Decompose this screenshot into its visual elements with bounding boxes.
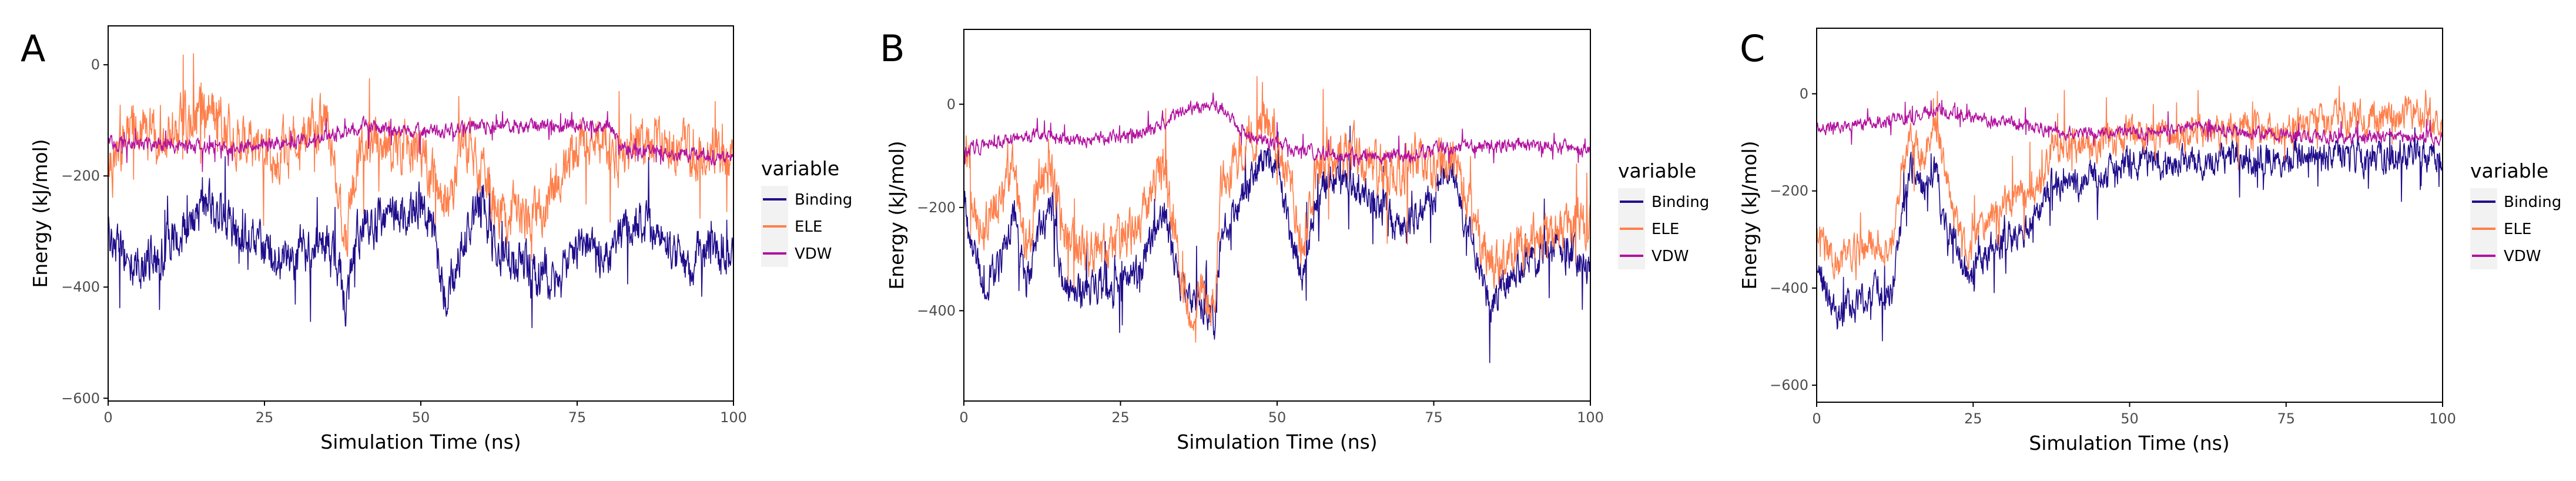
y-tick-label-a-neg200: −200: [61, 168, 100, 184]
legend-entry-ele-a: ELE: [761, 213, 822, 240]
x-tick-label-b-25: 25: [1111, 409, 1130, 426]
x-tick-label-a-75: 75: [568, 409, 587, 426]
chart-panel-c: C Energy (kJ/mol) Simulation Time (ns) 0…: [1738, 27, 2561, 455]
chart-panel-a: A Energy (kJ/mol) Simulation Time (ns) 0…: [21, 25, 852, 453]
legend-b: variable Binding ELE VDW: [1618, 159, 1709, 269]
legend-label-vdw-c: VDW: [2504, 248, 2541, 265]
legend-entry-binding-a: Binding: [761, 186, 852, 213]
y-tick-label-a-neg600: −600: [61, 390, 100, 406]
legend-entry-binding-c: Binding: [2470, 188, 2561, 215]
legend-label-ele-c: ELE: [2504, 221, 2531, 238]
x-tick-label-b-0: 0: [959, 409, 968, 426]
legend-label-ele-a: ELE: [795, 218, 822, 236]
legend-title-c: variable: [2470, 159, 2548, 182]
x-tick-label-a-0: 0: [103, 409, 112, 426]
x-tick-label-b-50: 50: [1268, 409, 1287, 426]
ticks-c: 0 25 50 75 100 0 −200 −400 −600: [1770, 86, 2456, 427]
y-tick-label-c-neg200: −200: [1770, 183, 1808, 199]
y-axis-label-b: Energy (kJ/mol): [885, 141, 908, 289]
legend-title-b: variable: [1618, 159, 1696, 182]
series-layer-c: [1817, 85, 2443, 342]
x-tick-label-a-25: 25: [256, 409, 274, 426]
series-line-binding-a: [108, 156, 733, 329]
x-tick-label-c-25: 25: [1964, 410, 1982, 427]
series-layer-a: [108, 53, 733, 329]
legend-entry-vdw-a: VDW: [761, 240, 832, 267]
x-tick-label-c-75: 75: [2277, 410, 2295, 427]
panel-label-c: C: [1740, 27, 1765, 70]
y-tick-label-a-0: 0: [91, 56, 100, 73]
x-axis-label-a: Simulation Time (ns): [320, 430, 521, 453]
series-line-vdw-c: [1817, 99, 2443, 146]
series-layer-b: [964, 76, 1590, 363]
panel-label-b: B: [880, 27, 905, 70]
y-tick-label-c-0: 0: [1800, 86, 1808, 102]
x-tick-label-c-100: 100: [2429, 410, 2456, 427]
legend-label-vdw-a: VDW: [795, 245, 832, 263]
x-axis-label-b: Simulation Time (ns): [1177, 430, 1377, 453]
y-tick-label-c-neg400: −400: [1770, 280, 1808, 296]
plot-frame-c: [1816, 28, 2443, 403]
y-axis-label-c: Energy (kJ/mol): [1738, 141, 1761, 289]
legend-a: variable Binding ELE VDW: [761, 157, 852, 267]
legend-c: variable Binding ELE VDW: [2470, 159, 2561, 269]
plot-frame-b: [963, 29, 1591, 402]
y-tick-label-b-neg400: −400: [917, 302, 956, 319]
series-line-ele-b: [964, 76, 1590, 343]
series-line-binding-c: [1817, 126, 2443, 342]
legend-entry-vdw-c: VDW: [2470, 242, 2541, 269]
y-tick-label-b-neg200: −200: [917, 199, 956, 216]
x-tick-label-a-100: 100: [720, 409, 747, 426]
legend-entry-ele-c: ELE: [2470, 215, 2531, 242]
x-tick-label-b-75: 75: [1425, 409, 1443, 426]
legend-label-binding-c: Binding: [2504, 193, 2561, 211]
y-axis-label-a: Energy (kJ/mol): [29, 139, 52, 288]
series-line-vdw-b: [964, 92, 1590, 168]
legend-label-binding-a: Binding: [795, 191, 852, 209]
x-tick-label-b-100: 100: [1577, 409, 1604, 426]
x-tick-label-c-50: 50: [2121, 410, 2139, 427]
series-line-ele-c: [1817, 85, 2443, 280]
y-tick-label-c-neg600: −600: [1770, 377, 1808, 393]
legend-entry-binding-b: Binding: [1618, 188, 1709, 215]
ticks-a: 0 25 50 75 100 0 −200 −400 −600: [61, 56, 747, 426]
y-tick-label-b-0: 0: [947, 96, 956, 112]
legend-label-vdw-b: VDW: [1652, 248, 1689, 265]
x-axis-label-c: Simulation Time (ns): [2029, 432, 2229, 455]
chart-panel-b: B Energy (kJ/mol) Simulation Time (ns) 0…: [880, 27, 1709, 453]
legend-label-binding-b: Binding: [1652, 193, 1709, 211]
legend-entry-vdw-b: VDW: [1618, 242, 1689, 269]
x-tick-label-a-50: 50: [412, 409, 430, 426]
y-tick-label-a-neg400: −400: [61, 279, 100, 295]
series-line-vdw-a: [108, 111, 733, 172]
legend-entry-ele-b: ELE: [1618, 215, 1679, 242]
ticks-b: 0 25 50 75 100 0 −200 −400: [917, 96, 1604, 426]
panel-label-a: A: [21, 27, 45, 70]
legend-title-a: variable: [761, 157, 839, 180]
x-tick-label-c-0: 0: [1812, 410, 1821, 427]
legend-label-ele-b: ELE: [1652, 221, 1679, 238]
